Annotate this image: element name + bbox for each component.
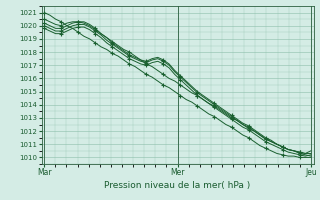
X-axis label: Pression niveau de la mer( hPa ): Pression niveau de la mer( hPa ) [104, 181, 251, 190]
